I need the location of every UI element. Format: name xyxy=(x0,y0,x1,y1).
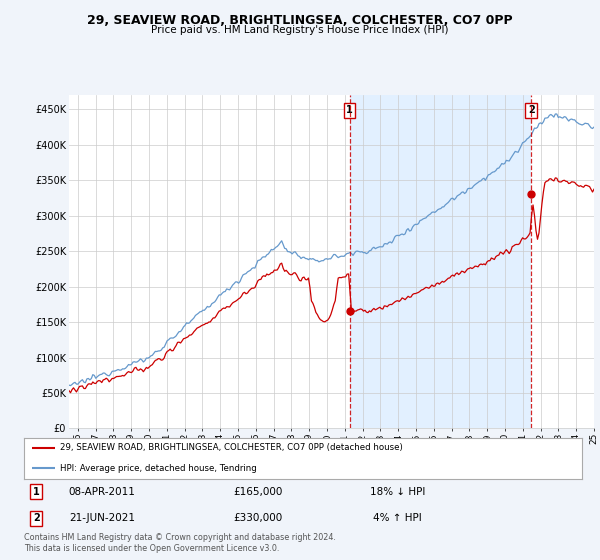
Text: 1: 1 xyxy=(346,105,353,115)
Text: Price paid vs. HM Land Registry's House Price Index (HPI): Price paid vs. HM Land Registry's House … xyxy=(151,25,449,35)
Text: £165,000: £165,000 xyxy=(233,487,283,497)
Bar xyxy=(350,95,531,428)
Text: 29, SEAVIEW ROAD, BRIGHTLINGSEA, COLCHESTER, CO7 0PP (detached house): 29, SEAVIEW ROAD, BRIGHTLINGSEA, COLCHES… xyxy=(60,444,403,452)
Text: Contains HM Land Registry data © Crown copyright and database right 2024.
This d: Contains HM Land Registry data © Crown c… xyxy=(24,533,336,553)
Text: HPI: Average price, detached house, Tendring: HPI: Average price, detached house, Tend… xyxy=(60,464,257,473)
Text: 4% ↑ HPI: 4% ↑ HPI xyxy=(373,514,422,524)
Text: 21-JUN-2021: 21-JUN-2021 xyxy=(69,514,135,524)
Text: 2: 2 xyxy=(33,514,40,524)
Text: 1: 1 xyxy=(33,487,40,497)
Text: 18% ↓ HPI: 18% ↓ HPI xyxy=(370,487,425,497)
Text: £330,000: £330,000 xyxy=(234,514,283,524)
Text: 2: 2 xyxy=(528,105,535,115)
Text: 29, SEAVIEW ROAD, BRIGHTLINGSEA, COLCHESTER, CO7 0PP: 29, SEAVIEW ROAD, BRIGHTLINGSEA, COLCHES… xyxy=(87,14,513,27)
Text: 08-APR-2011: 08-APR-2011 xyxy=(68,487,136,497)
